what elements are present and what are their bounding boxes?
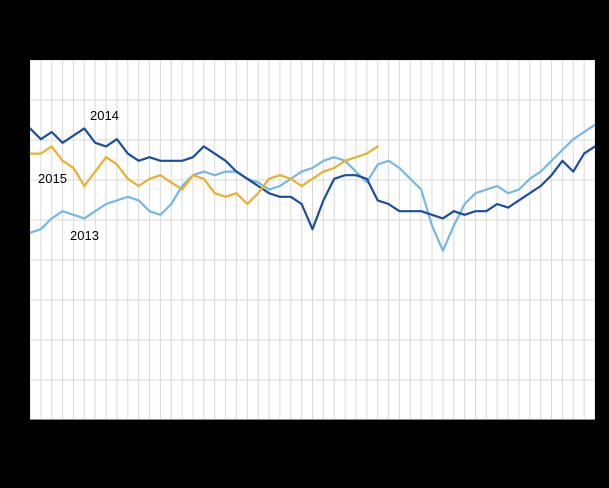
series-label-2015: 2015 <box>38 171 67 186</box>
series-line-2015 <box>30 145 379 206</box>
series-line-2013 <box>30 123 595 252</box>
plot-area <box>30 60 595 420</box>
plot-svg <box>30 60 595 420</box>
series-label-2014: 2014 <box>90 108 119 123</box>
series-line-2014 <box>30 127 595 231</box>
series-label-2013: 2013 <box>70 228 99 243</box>
